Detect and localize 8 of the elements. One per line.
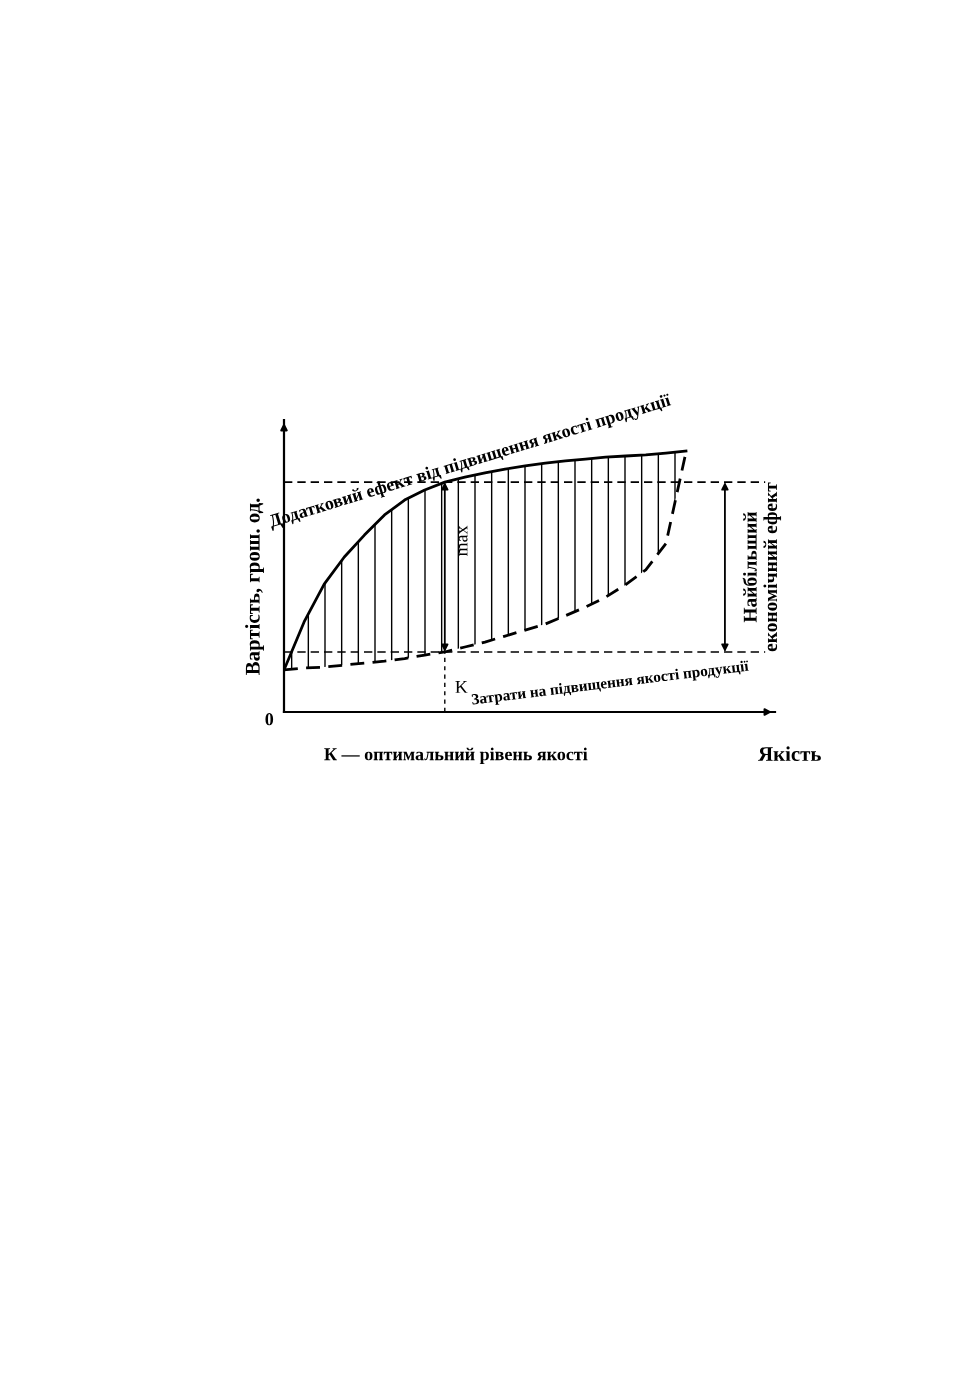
annotation: K xyxy=(455,681,468,693)
legend-label: Затрати на підвищення якості продукції xyxy=(471,660,750,708)
annotation: max xyxy=(458,525,468,557)
x-axis-title: Якість xyxy=(758,746,821,761)
text: 0 xyxy=(265,713,274,726)
text: Найбільший економічний ефект xyxy=(742,482,782,652)
text: К — оптимальний рівень якості xyxy=(324,747,588,764)
y-axis-title: Вартість, грош. од. xyxy=(245,498,264,675)
